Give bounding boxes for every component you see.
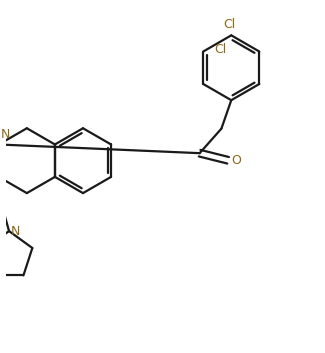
Text: Cl: Cl bbox=[223, 18, 235, 31]
Text: N: N bbox=[11, 225, 20, 238]
Text: O: O bbox=[231, 154, 241, 167]
Text: Cl: Cl bbox=[214, 43, 227, 56]
Text: N: N bbox=[1, 127, 10, 140]
